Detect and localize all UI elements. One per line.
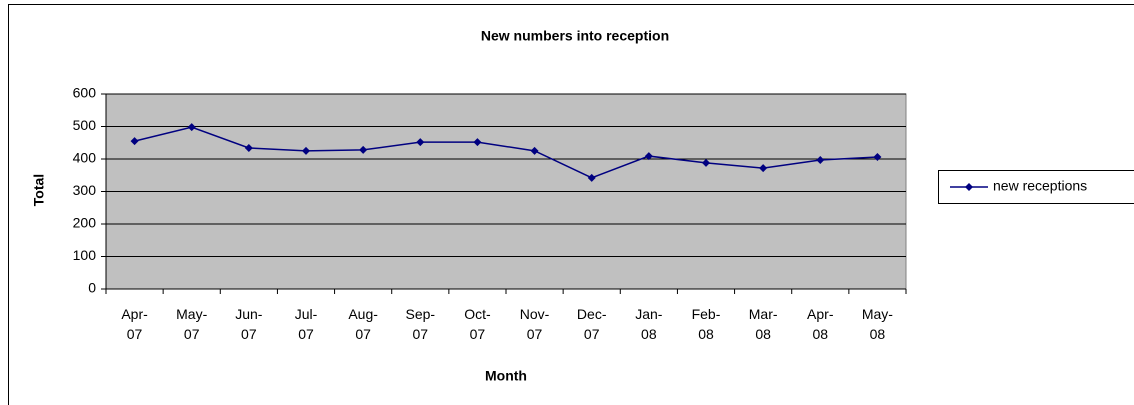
x-tick-label: May-08	[861, 306, 893, 342]
data-point	[130, 137, 139, 146]
series-line	[134, 126, 878, 179]
data-point	[244, 143, 253, 152]
data-point	[530, 146, 539, 155]
data-point	[873, 153, 882, 162]
y-tick-label: 200	[73, 215, 97, 231]
x-tick-label: Jan-08	[635, 306, 663, 342]
legend-label: new receptions	[993, 178, 1087, 194]
x-tick-label: Apr-07	[121, 306, 148, 342]
data-point	[302, 146, 310, 155]
data-point	[702, 158, 710, 167]
data-point	[416, 138, 425, 147]
y-tick-label: 100	[73, 247, 97, 263]
data-point	[587, 173, 596, 182]
x-tick-label: Feb-08	[691, 306, 721, 342]
x-tick-label: Jun-07	[235, 306, 263, 342]
chart-title: New numbers into reception	[481, 28, 669, 44]
x-axis-title: Month	[485, 368, 527, 384]
x-tick-label: Aug-07	[348, 306, 378, 342]
x-tick-label: Oct-07	[464, 306, 491, 342]
legend-marker	[965, 183, 973, 191]
y-tick-label: 400	[73, 150, 97, 166]
y-tick-label: 0	[88, 280, 96, 296]
y-tick-label: 300	[73, 182, 97, 198]
y-tick-label: 500	[73, 117, 97, 133]
data-point	[759, 164, 768, 173]
data-point	[816, 155, 825, 164]
x-tick-label: Dec-07	[576, 306, 607, 342]
x-tick-label: Apr-08	[807, 306, 834, 342]
data-point	[644, 152, 653, 161]
y-tick-label: 600	[73, 85, 97, 101]
y-axis-title: Total	[31, 174, 47, 206]
x-tick-label: May-07	[176, 306, 208, 342]
data-point	[187, 123, 196, 132]
data-point	[473, 138, 482, 147]
x-tick-label: Jul-07	[294, 306, 318, 342]
data-point	[359, 145, 368, 154]
x-tick-label: Sep-07	[405, 306, 436, 342]
x-tick-label: Mar-08	[748, 306, 778, 342]
x-tick-label: Nov-07	[519, 306, 550, 342]
